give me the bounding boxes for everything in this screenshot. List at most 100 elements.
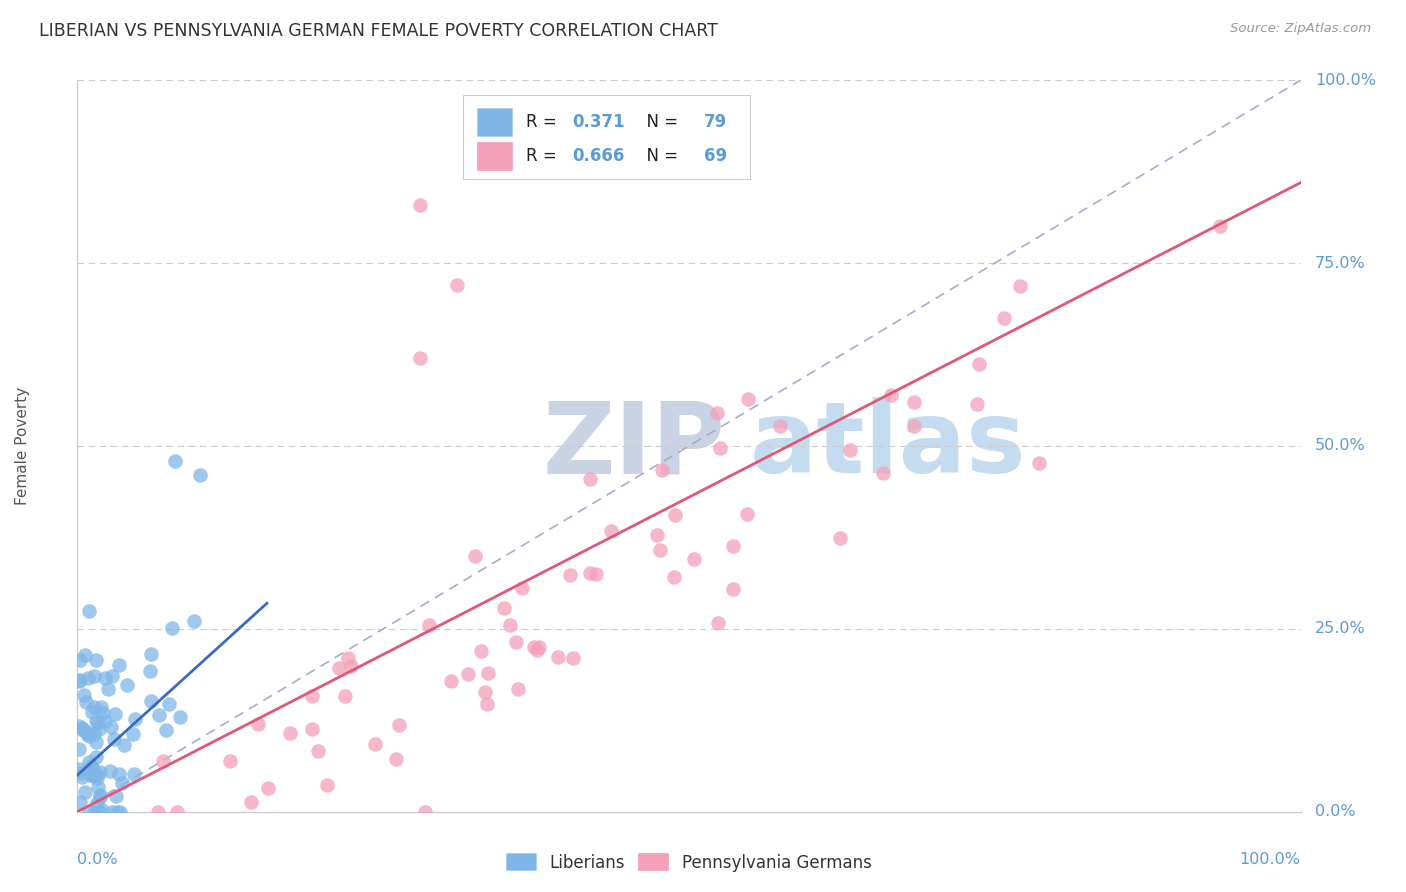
- Point: [111, 775, 134, 789]
- Point: [155, 723, 177, 737]
- Point: [828, 532, 851, 546]
- Point: [385, 752, 408, 766]
- Point: [139, 647, 162, 661]
- Point: [83, 669, 105, 683]
- Point: [709, 441, 731, 455]
- Point: [86, 771, 108, 785]
- Point: [76, 725, 98, 739]
- Point: [67, 719, 90, 733]
- Legend: Liberians, Pennsylvania Germans: Liberians, Pennsylvania Germans: [502, 848, 876, 877]
- Point: [218, 754, 240, 768]
- FancyBboxPatch shape: [477, 108, 512, 136]
- Point: [339, 658, 361, 673]
- Point: [523, 640, 546, 654]
- Point: [94, 714, 117, 728]
- Point: [101, 669, 124, 683]
- Point: [409, 351, 432, 366]
- Point: [477, 665, 499, 680]
- Point: [86, 796, 108, 810]
- Text: 0.0%: 0.0%: [77, 852, 118, 867]
- Text: R =: R =: [526, 113, 562, 131]
- Point: [98, 764, 121, 778]
- Point: [723, 539, 745, 553]
- Text: 75.0%: 75.0%: [1315, 256, 1367, 270]
- Point: [162, 621, 184, 635]
- Point: [558, 568, 581, 582]
- Point: [122, 767, 145, 781]
- Point: [664, 508, 686, 522]
- Text: Female Poverty: Female Poverty: [15, 387, 30, 505]
- Point: [737, 392, 759, 406]
- Text: Source: ZipAtlas.com: Source: ZipAtlas.com: [1230, 22, 1371, 36]
- Point: [67, 742, 90, 756]
- Point: [146, 805, 169, 819]
- Point: [97, 681, 120, 696]
- Point: [707, 615, 730, 630]
- Point: [90, 700, 112, 714]
- Point: [80, 759, 103, 773]
- Point: [506, 681, 529, 696]
- Point: [257, 780, 280, 795]
- Point: [1008, 278, 1031, 293]
- Point: [80, 768, 103, 782]
- Point: [86, 767, 108, 781]
- Text: 100.0%: 100.0%: [1240, 852, 1301, 867]
- Point: [470, 644, 492, 658]
- Point: [107, 658, 129, 673]
- Point: [101, 805, 124, 819]
- Point: [108, 805, 131, 819]
- Point: [105, 789, 128, 803]
- Point: [83, 768, 105, 782]
- Point: [77, 604, 100, 618]
- Point: [89, 764, 111, 779]
- Point: [107, 766, 129, 780]
- Point: [73, 688, 96, 702]
- Point: [328, 661, 350, 675]
- Point: [662, 570, 685, 584]
- Point: [492, 600, 515, 615]
- Point: [148, 708, 170, 723]
- Point: [90, 803, 112, 817]
- Point: [152, 754, 174, 768]
- Point: [1028, 456, 1050, 470]
- Point: [183, 614, 205, 628]
- Point: [529, 640, 551, 654]
- Point: [599, 524, 621, 539]
- Point: [188, 468, 211, 483]
- Point: [561, 651, 583, 665]
- Point: [993, 310, 1015, 325]
- Point: [87, 722, 110, 736]
- Point: [84, 805, 107, 819]
- Text: 0.666: 0.666: [572, 147, 626, 165]
- Point: [83, 727, 105, 741]
- Point: [67, 673, 90, 688]
- Point: [86, 653, 108, 667]
- Point: [169, 709, 191, 723]
- Point: [247, 717, 270, 731]
- Point: [165, 453, 187, 467]
- Point: [103, 731, 125, 746]
- Point: [70, 721, 93, 735]
- Point: [769, 419, 792, 434]
- Point: [505, 635, 527, 649]
- Point: [409, 197, 432, 211]
- Point: [526, 643, 548, 657]
- Point: [77, 729, 100, 743]
- Point: [89, 789, 111, 804]
- Point: [645, 528, 668, 542]
- Point: [80, 705, 103, 719]
- Point: [83, 700, 105, 714]
- Point: [79, 764, 101, 779]
- Point: [69, 653, 91, 667]
- Point: [87, 715, 110, 730]
- Point: [966, 397, 988, 411]
- Point: [104, 707, 127, 722]
- Point: [166, 805, 188, 819]
- Point: [115, 678, 138, 692]
- Text: R =: R =: [526, 147, 562, 165]
- Point: [70, 766, 93, 780]
- Point: [69, 673, 91, 687]
- Point: [139, 693, 162, 707]
- Point: [77, 756, 100, 770]
- Point: [477, 697, 499, 711]
